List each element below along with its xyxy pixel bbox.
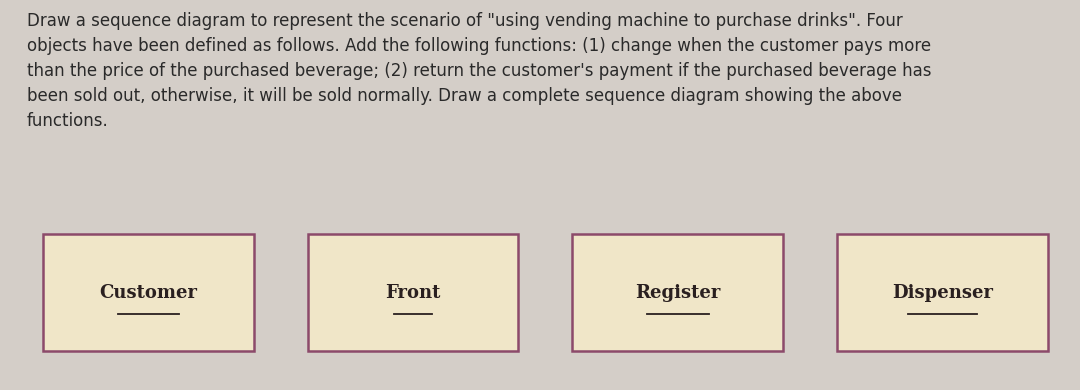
FancyBboxPatch shape — [43, 234, 254, 351]
FancyBboxPatch shape — [308, 234, 518, 351]
Text: Dispenser: Dispenser — [892, 284, 993, 301]
FancyBboxPatch shape — [837, 234, 1048, 351]
Text: Customer: Customer — [99, 284, 198, 301]
FancyBboxPatch shape — [572, 234, 783, 351]
Text: Register: Register — [635, 284, 720, 301]
Text: Front: Front — [386, 284, 441, 301]
Text: Draw a sequence diagram to represent the scenario of "using vending machine to p: Draw a sequence diagram to represent the… — [27, 12, 931, 130]
